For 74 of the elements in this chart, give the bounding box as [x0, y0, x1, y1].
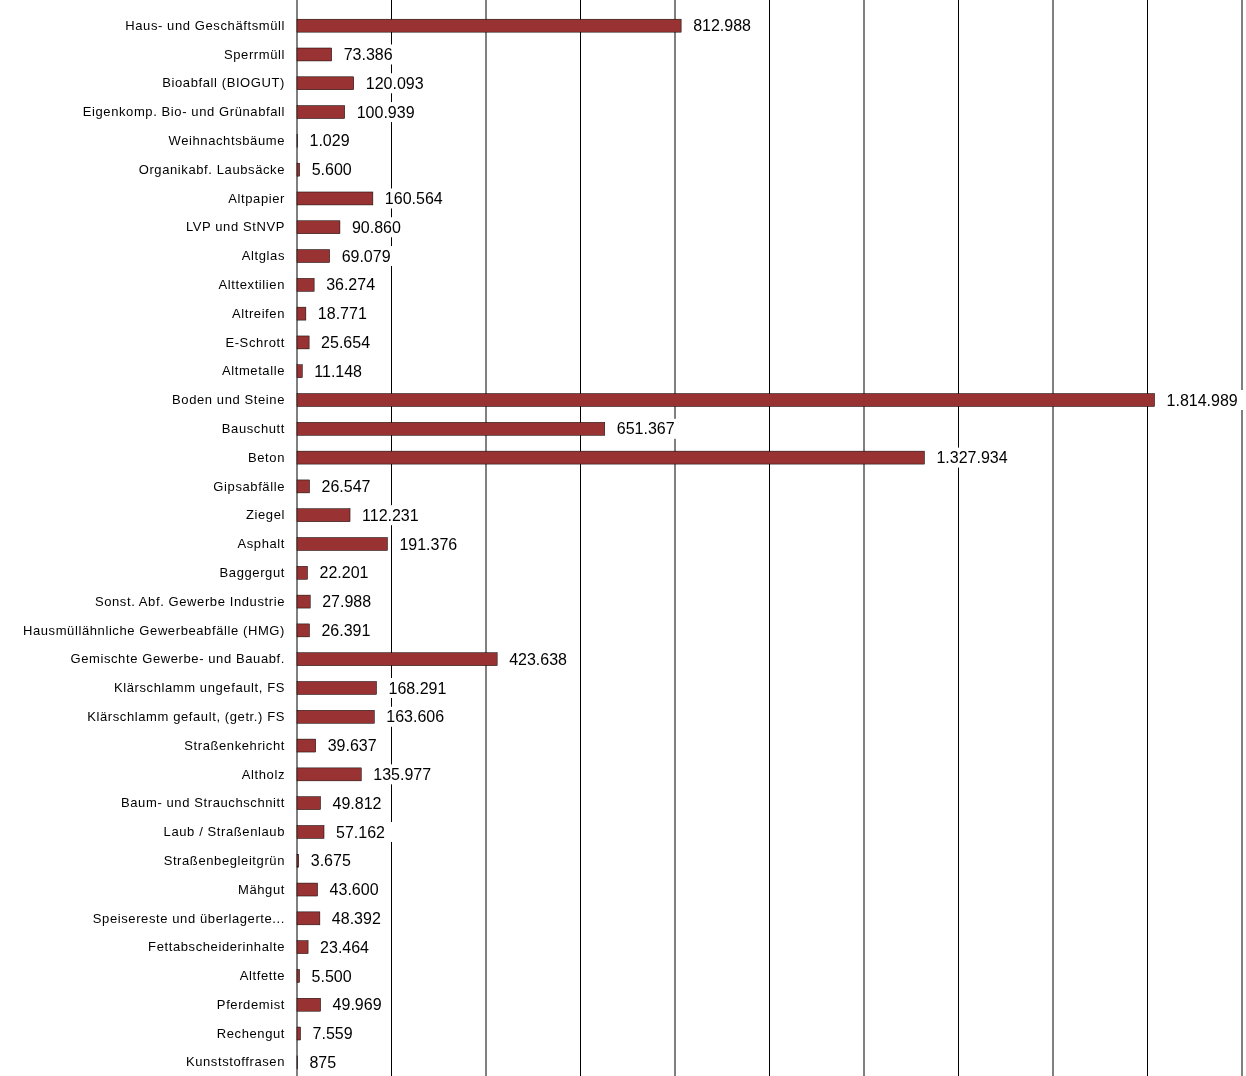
data-label: 49.969: [332, 996, 382, 1014]
data-label: 163.606: [386, 708, 445, 726]
y-tick-label: E-Schrott: [225, 334, 285, 350]
data-label: 49.812: [332, 794, 382, 812]
data-label: 57.162: [336, 823, 386, 841]
data-label: 73.386: [343, 46, 393, 64]
y-tick-label: Pferdemist: [216, 996, 285, 1012]
y-tick-label: Eigenkomp. Bio- und Grünabfall: [82, 104, 285, 120]
y-tick-label: Straßenkehricht: [184, 737, 285, 753]
data-label: 160.564: [384, 190, 443, 208]
y-tick-label: Laub / Straßenlaub: [163, 824, 285, 840]
y-tick-label: Gemischte Gewerbe- und Bauabf.: [70, 651, 285, 667]
y-tick-label: Beton: [248, 449, 285, 465]
data-label: 26.547: [321, 478, 371, 496]
y-tick-label: Altholz: [241, 766, 285, 782]
data-label: 22.201: [319, 564, 369, 582]
y-tick-label: Asphalt: [237, 536, 285, 552]
y-tick-label: Bioabfall (BIOGUT): [162, 75, 285, 91]
data-label: 18.771: [317, 305, 367, 323]
y-tick-label: Klärschlamm ungefault, FS: [113, 680, 285, 696]
data-label: 651.367: [616, 420, 675, 438]
y-tick-label: Rechengut: [216, 1025, 285, 1041]
y-tick-label: Baum- und Strauchschnitt: [121, 795, 285, 811]
y-tick-label: Altreifen: [231, 305, 285, 321]
y-tick-label: Klärschlamm gefault, (getr.) FS: [87, 708, 285, 724]
y-tick-label: Sperrmüll: [223, 46, 285, 62]
data-label: 875: [309, 1053, 337, 1071]
data-label: 1.029: [309, 132, 350, 150]
y-tick-label: Baggergut: [219, 564, 285, 580]
y-tick-label: LVP und StNVP: [185, 219, 285, 235]
data-label: 36.274: [326, 276, 376, 294]
y-tick-label: Fettabscheiderinhalte: [148, 939, 285, 955]
data-label: 39.637: [327, 737, 377, 755]
data-label: 5.500: [311, 967, 352, 985]
data-label: 120.093: [365, 74, 424, 92]
y-tick-label: Hausmüllähnliche Gewerbeabfälle (HMG): [22, 622, 285, 638]
y-tick-label: Haus- und Geschäftsmüll: [125, 17, 285, 33]
data-label: 11.148: [314, 362, 363, 380]
data-label: 135.977: [373, 765, 432, 783]
data-label: 48.392: [331, 909, 381, 927]
data-label: 23.464: [320, 938, 370, 956]
y-tick-label: Straßenbegleitgrün: [163, 852, 285, 868]
data-label: 26.391: [321, 621, 371, 639]
y-tick-label: Organikabf. Laubsäcke: [138, 161, 285, 177]
data-label: 3.675: [310, 852, 351, 870]
y-tick-label: Alttextilien: [218, 277, 285, 292]
y-tick-label: Speisereste und überlagerte...: [92, 910, 285, 926]
data-label: 168.291: [388, 679, 447, 697]
data-label: 100.939: [356, 103, 415, 121]
y-tick-label: Altmetalle: [221, 363, 285, 379]
y-tick-label: Bauschutt: [221, 420, 285, 436]
y-tick-label: Mähgut: [238, 881, 285, 897]
data-label: 423.638: [509, 650, 568, 668]
data-label: 5.600: [311, 161, 352, 179]
data-label: 25.654: [321, 334, 371, 352]
data-label: 112.231: [362, 506, 419, 524]
data-label: 69.079: [341, 247, 391, 265]
data-label: 812.988: [693, 17, 752, 35]
y-tick-label: Boden und Steine: [172, 392, 285, 408]
data-label: 1.327.934: [936, 449, 1008, 467]
y-tick-label: Altfette: [239, 968, 285, 984]
data-label: 27.988: [322, 593, 372, 611]
data-label: 43.600: [329, 881, 379, 899]
data-label: 7.559: [312, 1025, 353, 1043]
data-label: 1.814.989: [1166, 391, 1238, 409]
data-label: 191.376: [399, 535, 458, 553]
y-tick-label: Altpapier: [228, 190, 286, 206]
y-tick-label: Kunststoffrasen: [185, 1054, 285, 1070]
y-tick-label: Weihnachtsbäume: [168, 133, 285, 149]
y-tick-label: Sonst. Abf. Gewerbe Industrie: [94, 593, 285, 609]
data-label: 90.860: [351, 218, 401, 236]
y-tick-label: Ziegel: [245, 507, 285, 523]
y-tick-label: Gipsabfälle: [213, 478, 285, 494]
y-tick-label: Altglas: [241, 248, 285, 264]
